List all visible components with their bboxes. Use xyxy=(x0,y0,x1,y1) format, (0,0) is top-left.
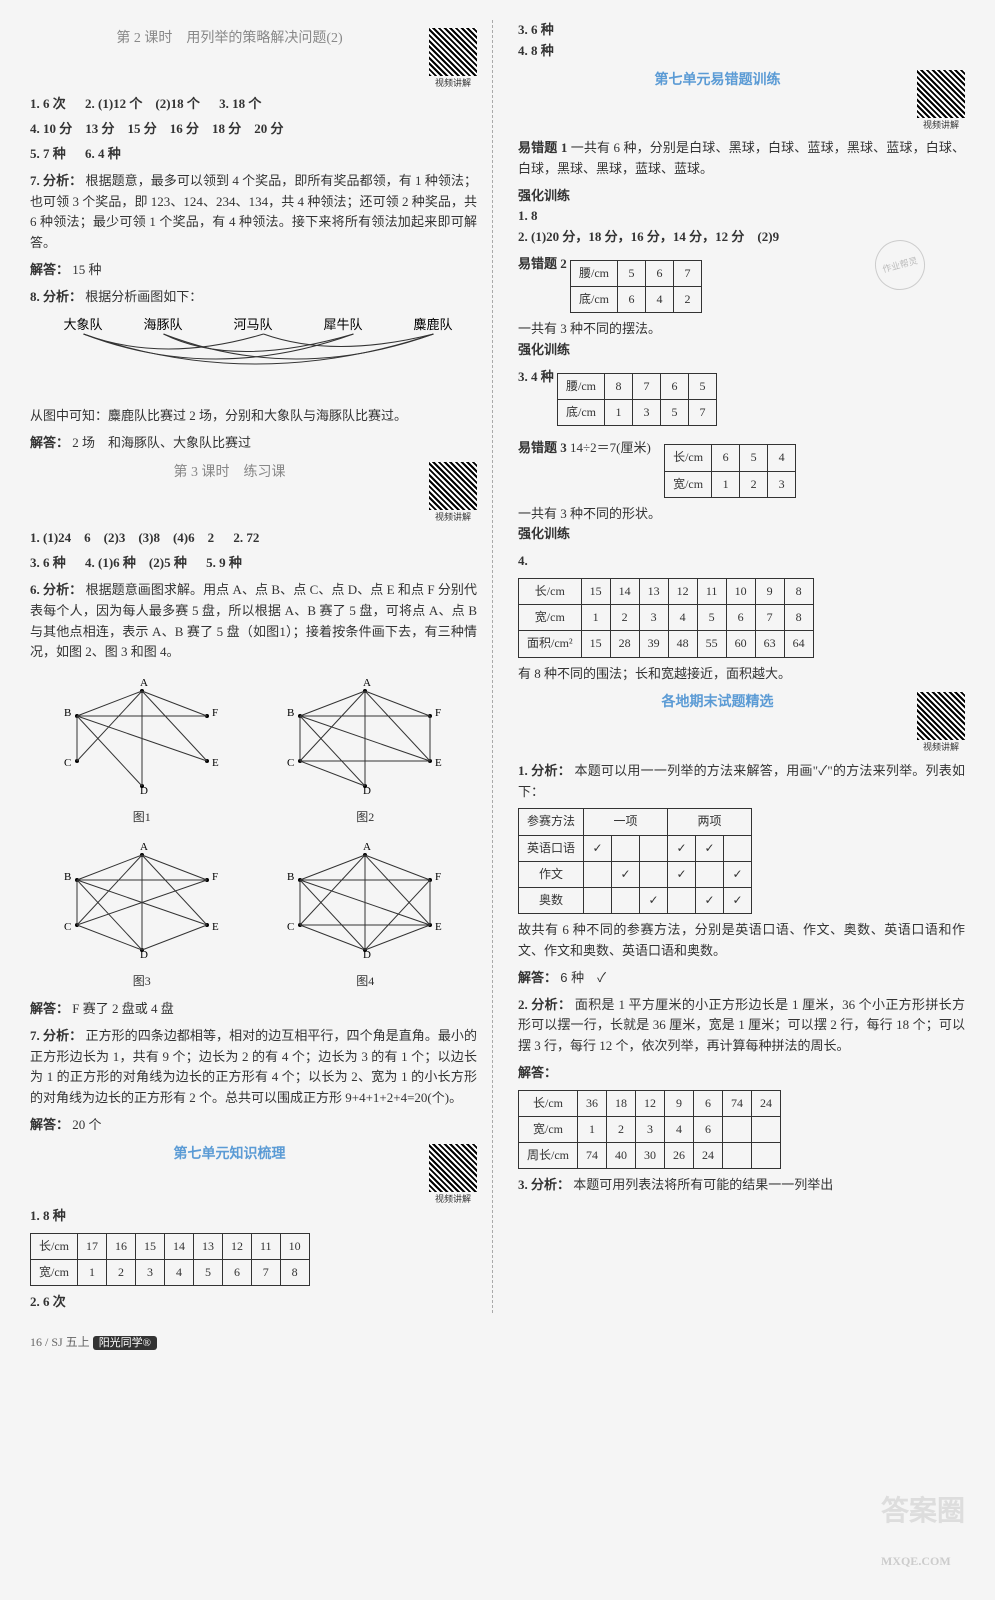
right-column: 3. 6 种 4. 8 种 第七单元易错题训练 视频讲解 易错题 1 一共有 6… xyxy=(513,20,965,1313)
svg-text:大象队: 大象队 xyxy=(64,317,103,332)
e3-table: 长/cm654宽/cm123 xyxy=(664,444,796,497)
t3-table: 腰/cm8765底/cm1357 xyxy=(557,373,717,426)
graph3 xyxy=(62,835,222,965)
lesson3-title: 第 3 课时 练习课 xyxy=(30,462,477,484)
graph-row-2: 图3 xyxy=(30,835,477,991)
svg-text:A: A xyxy=(140,677,148,689)
qr-label: 视频讲解 xyxy=(429,76,477,90)
page-footer: 16 / SJ 五上 阳光同学® xyxy=(30,1333,965,1353)
q1-table: 参赛方法一项两项英语口语✓✓✓作文✓✓✓奥数✓✓✓ xyxy=(518,808,752,914)
q2-table: 长/cm361812967424宽/cm12346周长/cm7440302624 xyxy=(518,1090,781,1170)
q7-analysis: 7. 分析： 根据题意，最多可以领到 4 个奖品，即所有奖品都领，有 1 种领法… xyxy=(30,171,477,254)
svg-text:海豚队: 海豚队 xyxy=(144,317,183,332)
qr-icon xyxy=(429,28,477,76)
unit7-summary-block: 第七单元知识梳理 视频讲解 1. 8 种 长/cm171615141312111… xyxy=(30,1144,477,1313)
qr-icon xyxy=(917,692,965,740)
t4-table: 长/cm15141312111098宽/cm12345678面积/cm²1528… xyxy=(518,578,814,658)
teams-diagram: 大象队 海豚队 河马队 犀牛队 麋鹿队 xyxy=(30,314,477,394)
summary-table1: 长/cm1716151413121110宽/cm12345678 xyxy=(30,1233,310,1286)
watermark: 答案圈 MXQE.COM xyxy=(881,1490,965,1580)
qr-icon xyxy=(429,1144,477,1192)
left-column: 第 2 课时 用列举的策略解决问题(2) 视频讲解 1. 6 次 2. (1)1… xyxy=(30,20,493,1313)
qr-icon xyxy=(429,462,477,510)
svg-text:F: F xyxy=(212,707,218,719)
lesson3-block: 第 3 课时 练习课 视频讲解 1. (1)24 6 (2)3 (3)8 (4)… xyxy=(30,462,477,1136)
svg-text:犀牛队: 犀牛队 xyxy=(324,317,363,332)
graph-row-1: A B F C E D xyxy=(30,671,477,827)
svg-text:E: E xyxy=(212,757,219,769)
lesson2-block: 第 2 课时 用列举的策略解决问题(2) 视频讲解 1. 6 次 2. (1)1… xyxy=(30,28,477,454)
exam-block: 各地期末试题精选 视频讲解 1. 分析： 本题可以用一一列举的方法来解答，用画"… xyxy=(518,692,965,1196)
graph4 xyxy=(285,835,445,965)
svg-text:河马队: 河马队 xyxy=(234,317,273,332)
svg-text:C: C xyxy=(64,757,71,769)
e2-table: 腰/cm567底/cm642 xyxy=(570,260,702,313)
qr-icon xyxy=(917,70,965,118)
graph1: A B F C E D xyxy=(62,671,222,801)
lesson2-title: 第 2 课时 用列举的策略解决问题(2) xyxy=(30,28,477,50)
lesson2-answers: 1. 6 次 2. (1)12 个 (2)18 个 3. 18 个 xyxy=(30,94,477,115)
graph2 xyxy=(285,671,445,801)
unit7-errors-block: 第七单元易错题训练 视频讲解 易错题 1 一共有 6 种，分别是白球、黑球，白球… xyxy=(518,70,965,685)
svg-text:B: B xyxy=(64,707,71,719)
svg-text:麋鹿队: 麋鹿队 xyxy=(414,317,453,332)
